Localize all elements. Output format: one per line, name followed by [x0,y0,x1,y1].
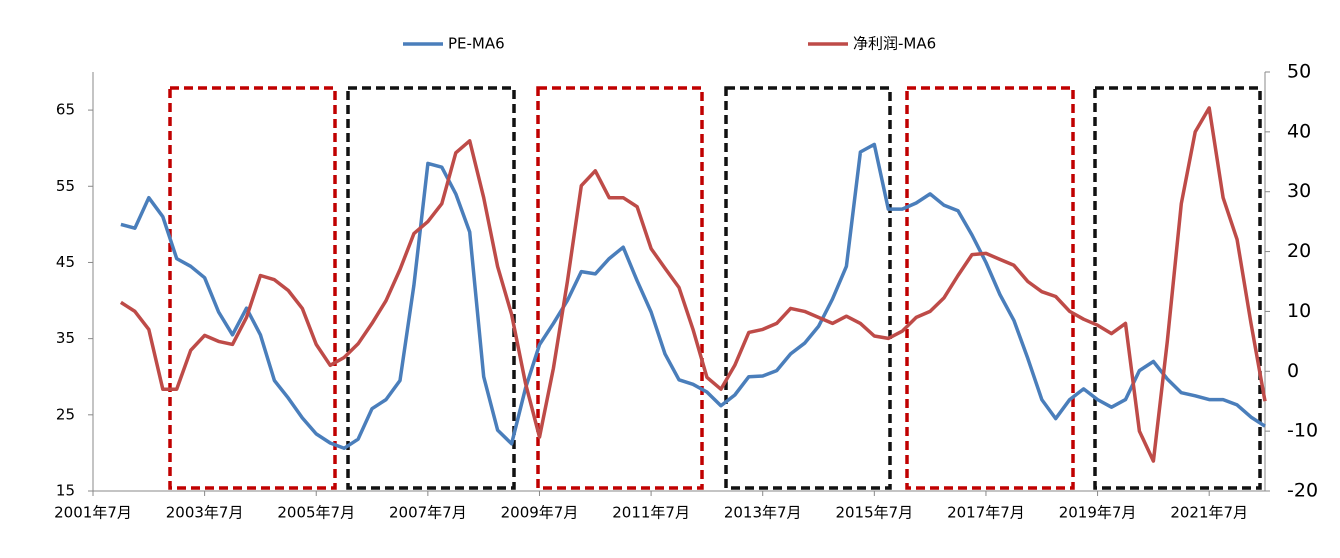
series-line [120,142,1266,451]
period-box [536,86,704,490]
period-box [724,86,892,490]
x-tick-label: 2003年7月 [166,504,244,522]
y2-tick-label: 50 [1287,61,1311,83]
x-tick-label: 2019年7月 [1059,504,1137,522]
x-tick-label: 2005年7月 [277,504,355,522]
legend-label: PE-MA6 [448,35,505,53]
x-tick-label: 2007年7月 [389,504,467,522]
period-box [1093,86,1262,490]
y2-tick-label: 10 [1287,300,1311,322]
y2-tick-label: -10 [1287,420,1318,442]
y-tick-label: 45 [56,253,75,271]
y-tick-label: 55 [56,177,75,195]
x-tick-label: 2015年7月 [835,504,913,522]
period-box [346,86,516,490]
x-tick-label: 2017年7月 [947,504,1025,522]
x-tick-label: 2001年7月 [54,504,132,522]
y-tick-label: 65 [56,101,75,119]
period-box [905,86,1075,490]
x-tick-label: 2009年7月 [501,504,579,522]
x-tick-label: 2021年7月 [1170,504,1248,522]
y2-tick-label: 40 [1287,120,1311,142]
legend-label: 净利润-MA6 [853,35,936,53]
period-box [168,86,337,490]
y-tick-label: 35 [56,329,75,347]
y-tick-label: 25 [56,405,75,423]
y2-tick-label: 0 [1287,360,1299,382]
y2-tick-label: 30 [1287,180,1311,202]
y-tick-label: 15 [56,482,75,500]
y2-tick-label: 20 [1287,240,1311,262]
x-tick-label: 2013年7月 [724,504,802,522]
x-tick-label: 2011年7月 [612,504,690,522]
y2-tick-label: -20 [1287,480,1318,502]
series-line [119,106,1267,463]
